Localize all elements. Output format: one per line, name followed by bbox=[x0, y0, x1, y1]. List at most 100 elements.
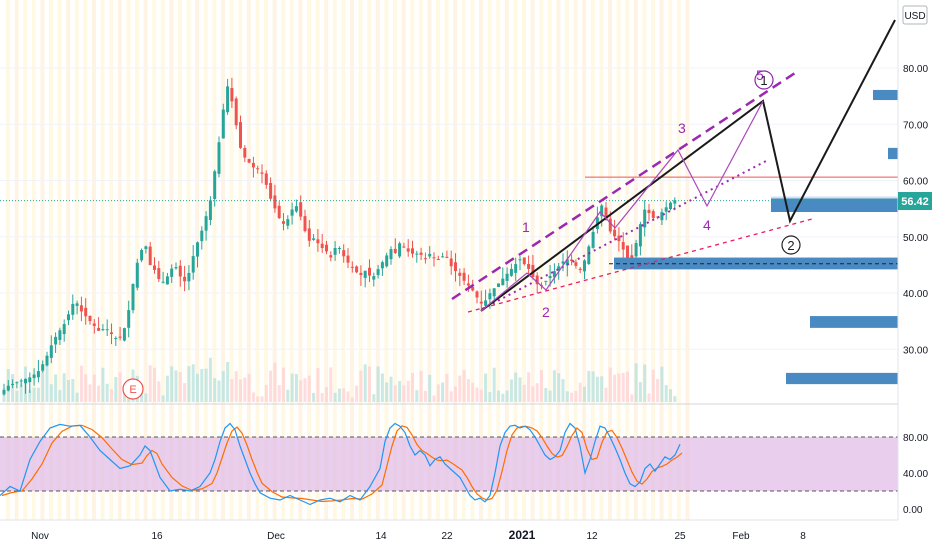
wave-label-5[interactable]: 5 bbox=[756, 67, 764, 83]
volume-bar bbox=[643, 364, 647, 402]
volume-bar bbox=[441, 382, 445, 402]
session-stripe bbox=[126, 0, 131, 520]
volume-bar bbox=[647, 393, 651, 402]
session-stripe bbox=[479, 0, 483, 520]
volume-bar bbox=[161, 395, 165, 402]
candle-body bbox=[557, 266, 561, 271]
circle-marker-1[interactable] bbox=[754, 70, 774, 90]
volume-bar bbox=[475, 387, 479, 402]
earnings-circle[interactable] bbox=[122, 378, 144, 400]
session-stripe bbox=[298, 0, 303, 520]
channel-upper-line[interactable] bbox=[451, 71, 796, 301]
volume-bar bbox=[45, 365, 49, 402]
candle-body bbox=[380, 262, 384, 269]
volume-bar bbox=[342, 388, 346, 402]
candle-body bbox=[342, 250, 346, 257]
price-axis[interactable]: 80.00 70.00 60.00 50.00 40.00 30.00 80.00 40.00… bbox=[897, 0, 932, 550]
candle-body bbox=[458, 272, 462, 276]
volume-bar bbox=[230, 379, 234, 402]
candle-body bbox=[355, 266, 359, 273]
volume-bar bbox=[200, 368, 204, 402]
channel-lower-line[interactable] bbox=[467, 218, 813, 313]
last-price-tag[interactable]: 56.42 bbox=[898, 192, 932, 210]
volume-bar bbox=[269, 370, 273, 402]
volume-bar bbox=[591, 371, 595, 402]
volume-bar bbox=[587, 370, 591, 402]
volume-bar bbox=[247, 373, 251, 402]
volume-bar bbox=[514, 372, 518, 402]
volume-bar bbox=[97, 385, 101, 402]
currency-label[interactable]: USD bbox=[902, 5, 928, 25]
volume-bar bbox=[41, 371, 45, 402]
circle-label-2: 2 bbox=[787, 238, 794, 253]
session-stripe bbox=[350, 0, 354, 520]
candle-body bbox=[372, 276, 376, 280]
volume-bar bbox=[337, 388, 341, 402]
price-grid bbox=[0, 67, 898, 350]
candle-body bbox=[88, 315, 92, 322]
candle-body bbox=[118, 336, 122, 338]
candle-body bbox=[471, 286, 475, 291]
earnings-marker[interactable]: E bbox=[122, 378, 144, 400]
volume-bar bbox=[393, 385, 397, 402]
volume-bar bbox=[497, 390, 500, 402]
price-tick-label: 40.00 bbox=[903, 289, 928, 300]
session-stripe bbox=[264, 0, 268, 520]
circle-label-1: 1 bbox=[760, 73, 767, 88]
volume-bar bbox=[110, 389, 113, 402]
wave-label-2[interactable]: 2 bbox=[542, 304, 550, 320]
candle-body bbox=[127, 310, 131, 328]
volume-bar bbox=[428, 374, 432, 402]
volume-bar bbox=[638, 382, 642, 402]
volume-bar bbox=[583, 386, 586, 402]
currency-text: USD bbox=[904, 11, 925, 22]
candle-body bbox=[660, 212, 664, 221]
volume-bar bbox=[600, 376, 604, 402]
volume-bar bbox=[303, 378, 307, 402]
volume-bar bbox=[372, 394, 376, 402]
candle-body bbox=[587, 246, 591, 264]
wave-path[interactable] bbox=[480, 100, 764, 312]
session-stripe bbox=[109, 0, 114, 520]
volume-bar bbox=[148, 365, 152, 402]
candle-body bbox=[170, 268, 174, 277]
candle-body bbox=[36, 371, 40, 378]
volume-bar bbox=[462, 370, 466, 402]
candle-body bbox=[544, 280, 548, 282]
wave-label-1[interactable]: 1 bbox=[522, 219, 530, 235]
circle-marker-2[interactable] bbox=[781, 235, 801, 255]
volume-bar bbox=[58, 390, 62, 402]
candle-body bbox=[290, 209, 294, 216]
volume-bar bbox=[423, 390, 427, 402]
volume-bar bbox=[217, 380, 221, 402]
zone-box bbox=[771, 198, 898, 212]
candle-body bbox=[462, 272, 466, 281]
candle-body bbox=[509, 268, 513, 276]
stoch-tick-label: 40.00 bbox=[903, 469, 928, 480]
projection-line[interactable] bbox=[480, 19, 896, 312]
wave-label-4[interactable]: 4 bbox=[703, 217, 711, 233]
volume-bar bbox=[432, 395, 436, 402]
volume-bar bbox=[221, 370, 225, 402]
volume-bar bbox=[505, 390, 509, 402]
time-axis[interactable]: Nov 16 Dec 14 22 2021 12 25 Feb 8 bbox=[0, 519, 898, 542]
volume-bar bbox=[88, 384, 92, 402]
volume-bar bbox=[178, 371, 182, 402]
wave-label-3[interactable]: 3 bbox=[678, 120, 686, 136]
candle-body bbox=[333, 248, 337, 255]
volume-bar bbox=[565, 391, 569, 402]
volume-bar bbox=[122, 390, 126, 402]
volume-bar bbox=[28, 389, 32, 402]
volume-bar bbox=[535, 383, 539, 402]
volume-bars bbox=[2, 357, 677, 402]
candle-body bbox=[122, 328, 126, 341]
candle-body bbox=[6, 385, 10, 391]
candle-body bbox=[432, 257, 436, 259]
candle-body bbox=[217, 142, 221, 174]
candle-body bbox=[346, 255, 350, 263]
candle-body bbox=[62, 324, 66, 335]
volume-bar bbox=[153, 367, 156, 402]
volume-bar bbox=[660, 366, 664, 402]
session-stripe bbox=[436, 0, 440, 520]
